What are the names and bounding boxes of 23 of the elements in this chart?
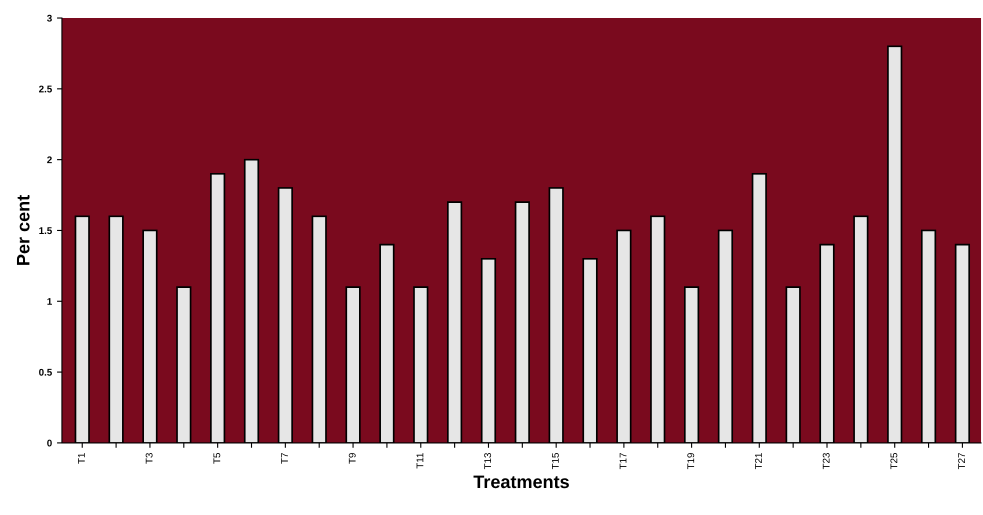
x-tick-label: T15 [552, 453, 559, 470]
y-tick-label: 0.5 [39, 368, 52, 376]
y-tick-label: 2.5 [39, 86, 52, 92]
y-tick-label: 1 [47, 298, 52, 305]
y-axis-title: Per cent [16, 195, 30, 265]
x-tick-label: T21 [755, 453, 762, 470]
x-tick-label: T19 [687, 453, 694, 470]
x-tick-label: T11 [416, 453, 424, 468]
x-tick-label: T27 [958, 453, 965, 470]
x-tick-label: T25 [890, 453, 898, 470]
x-tick-label: T7 [281, 453, 288, 464]
y-tick-label: 2 [47, 156, 52, 164]
x-tick-label: T13 [484, 453, 492, 470]
x-tick-label: T5 [213, 453, 220, 464]
y-tick-label: 3 [47, 14, 52, 22]
x-axis-title: Treatments [474, 476, 569, 488]
x-tick-label: T3 [146, 453, 153, 464]
x-tick-label: T9 [348, 453, 356, 464]
x-tick-label: T1 [78, 453, 85, 464]
y-tick-label: 1.5 [39, 227, 52, 234]
x-tick-label: T23 [822, 453, 830, 470]
y-tick-label: 0 [47, 440, 52, 447]
x-tick-label: T17 [620, 453, 626, 470]
